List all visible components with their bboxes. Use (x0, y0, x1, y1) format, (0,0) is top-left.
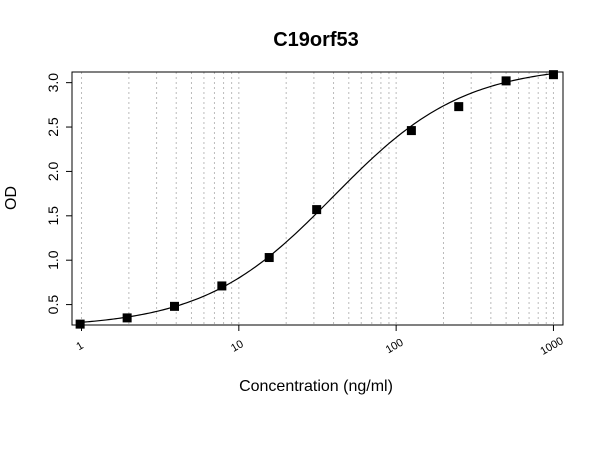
data-point (264, 253, 274, 263)
data-points (75, 70, 558, 329)
y-axis-label: OD (3, 186, 20, 210)
x-tick-label: 1 (74, 340, 85, 353)
x-tick-label: 10 (229, 338, 246, 355)
data-point (548, 70, 558, 80)
data-point (406, 126, 416, 136)
data-point (501, 76, 511, 86)
plot-frame (71, 71, 564, 326)
gridlines (81, 72, 554, 325)
data-point (217, 281, 227, 291)
data-point (312, 205, 322, 215)
x-axis-label: Concentration (ng/ml) (239, 378, 393, 395)
data-point (75, 319, 85, 329)
data-point (169, 301, 179, 311)
chart-title: C19orf53 (273, 29, 359, 51)
data-point (122, 313, 132, 323)
y-axis: 0.5 1.0 1.5 2.0 2.5 3.0 (45, 73, 72, 315)
y-tick-label: 1.5 (45, 206, 61, 226)
y-tick-label: 0.5 (45, 295, 61, 315)
y-tick-label: 2.0 (45, 161, 61, 181)
x-tick-label: 100 (384, 337, 406, 357)
y-tick-label: 2.5 (45, 117, 61, 137)
x-axis: 1 10 100 1000 (74, 325, 566, 358)
fit-curve (80, 72, 554, 324)
x-tick-label: 1000 (538, 335, 565, 358)
y-tick-label: 3.0 (45, 73, 61, 93)
y-tick-label: 1.0 (45, 250, 61, 270)
data-point (454, 102, 464, 112)
